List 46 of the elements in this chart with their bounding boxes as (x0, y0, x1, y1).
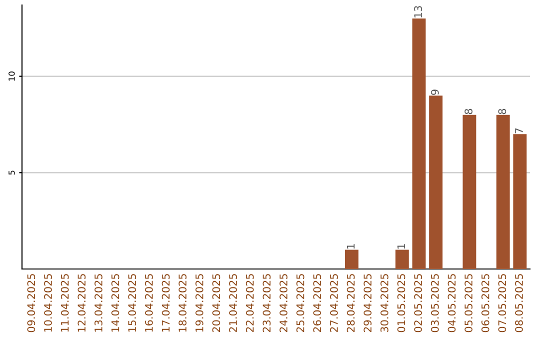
x-tick-label: 29.04.2025 (364, 274, 372, 332)
x-tick-label: 12.04.2025 (78, 274, 86, 332)
bar (412, 18, 426, 269)
bar (344, 250, 358, 269)
bar (496, 114, 510, 269)
x-tick-label: 18.04.2025 (178, 274, 187, 332)
x-tick-label: 05.05.2025 (464, 274, 472, 332)
x-tick-label: 25.04.2025 (296, 274, 304, 332)
data-label: 8 (464, 108, 472, 114)
x-tick-label: 23.04.2025 (262, 274, 271, 332)
x-tick-label: 19.04.2025 (195, 274, 204, 332)
x-tick-label: 08.05.2025 (515, 274, 523, 332)
data-label: 1 (346, 244, 355, 249)
bar (429, 96, 443, 269)
x-tick-label: 28.04.2025 (346, 274, 355, 332)
bar (462, 114, 476, 269)
x-tick-label: 02.05.2025 (414, 274, 422, 332)
y-tick-label: 10 (8, 72, 15, 81)
data-label: 1 (397, 244, 406, 249)
bar (513, 134, 527, 269)
x-tick-label: 30.04.2025 (380, 274, 388, 332)
x-tick-label: 10.04.2025 (44, 274, 52, 332)
x-tick-label: 26.04.2025 (313, 274, 322, 332)
x-tick-label: 06.05.2025 (481, 274, 490, 332)
data-label: 8 (498, 108, 506, 114)
x-tick-label: 20.04.2025 (212, 274, 220, 332)
x-tick-label: 07.05.2025 (498, 274, 506, 332)
bar (395, 250, 409, 269)
data-label: 7 (515, 128, 523, 134)
data-label: 9 (430, 90, 439, 95)
data-label: 13 (414, 6, 422, 18)
x-tick-label: 01.05.2025 (397, 274, 406, 332)
x-tick-label: 15.04.2025 (128, 274, 136, 332)
x-tick-label: 13.04.2025 (94, 274, 102, 332)
x-tick-label: 03.05.2025 (430, 274, 439, 332)
x-tick-label: 09.04.2025 (27, 274, 36, 332)
x-tick-label: 16.04.2025 (144, 274, 153, 332)
x-tick-label: 04.05.2025 (448, 274, 456, 332)
x-tick-label: 14.04.2025 (111, 274, 120, 332)
x-tick-label: 24.04.2025 (280, 274, 288, 332)
y-tick-label: 5 (8, 170, 15, 175)
x-tick-label: 27.04.2025 (330, 274, 338, 332)
x-tick-label: 11.04.2025 (60, 274, 69, 332)
x-tick-label: 17.04.2025 (162, 274, 170, 332)
x-tick-label: 22.04.2025 (246, 274, 254, 332)
x-tick-label: 21.04.2025 (229, 274, 237, 332)
